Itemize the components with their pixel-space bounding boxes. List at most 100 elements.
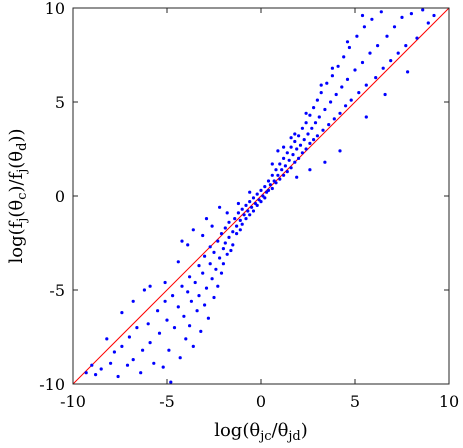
x-axis-label: log(θjc/θjd)	[214, 420, 308, 444]
scatter-point-1	[90, 363, 94, 367]
scatter-point-199	[308, 168, 312, 172]
scatter-point-112	[289, 145, 293, 149]
scatter-point-18	[157, 331, 162, 335]
scatter-point-142	[330, 74, 334, 78]
scatter-point-192	[360, 13, 365, 18]
axis-ticks-layer: -10 -5 0 5 10 -10 -5 0 5 10	[39, 0, 459, 411]
scatter-point-116	[293, 160, 297, 164]
scatter-point-67	[233, 217, 237, 221]
scatter-point-140	[327, 123, 331, 127]
scatter-point-47	[208, 245, 212, 249]
scatter-point-193	[120, 311, 124, 315]
scatter-point-128	[308, 141, 312, 145]
x-tick-label: -10	[60, 392, 86, 411]
scatter-point-202	[383, 92, 387, 97]
scatter-point-184	[248, 190, 252, 194]
scatter-point-51	[214, 267, 218, 271]
scatter-point-11	[135, 326, 139, 330]
scatter-point-85	[255, 192, 259, 196]
scatter-point-118	[297, 134, 301, 138]
scatter-point-80	[248, 213, 252, 217]
scatter-point-57	[221, 247, 225, 251]
scatter-point-162	[376, 44, 380, 48]
scatter-point-131	[312, 138, 316, 142]
scatter-point-105	[280, 168, 284, 172]
scatter-point-78	[246, 209, 250, 213]
scatter-point-159	[368, 51, 372, 55]
scatter-point-189	[319, 83, 323, 87]
y-tick-label: -5	[49, 281, 65, 300]
scatter-point-154	[355, 34, 359, 38]
scatter-point-32	[188, 275, 192, 279]
scatter-point-126	[306, 132, 310, 136]
scatter-point-138	[323, 107, 327, 112]
scatter-point-75	[242, 213, 246, 217]
scatter-point-88	[259, 188, 263, 192]
scatter-point-148	[342, 55, 346, 59]
scatter-point-48	[210, 277, 214, 281]
scatter-point-119	[297, 156, 301, 160]
scatter-point-170	[404, 44, 408, 48]
scatter-point-190	[330, 66, 334, 70]
scatter-point-120	[298, 143, 303, 147]
scatter-point-12	[139, 371, 143, 375]
scatter-point-24	[171, 294, 175, 298]
scatter-point-198	[323, 160, 327, 164]
reference-line-y-equals-x	[72, 7, 450, 385]
scatter-point-15	[148, 341, 152, 345]
scatter-point-177	[148, 284, 152, 288]
scatter-point-191	[345, 40, 350, 44]
scatter-point-35	[191, 344, 195, 348]
y-axis-label: log(fj(θc)/fj(θd))	[6, 129, 30, 264]
scatter-point-176	[131, 299, 135, 303]
scatter-point-181	[210, 224, 214, 228]
scatter-point-134	[315, 134, 319, 138]
scatter-point-158	[364, 83, 368, 87]
scatter-point-102	[276, 173, 280, 177]
scatter-point-14	[146, 322, 150, 326]
scatter-point-79	[248, 200, 252, 204]
scatter-point-36	[193, 280, 197, 285]
scatter-point-173	[421, 8, 425, 12]
x-tick-label: -5	[159, 392, 175, 411]
scatter-point-205	[191, 228, 195, 232]
scatter-point-144	[334, 92, 338, 97]
scatter-point-13	[141, 348, 145, 352]
scatter-point-122	[300, 151, 304, 155]
scatter-point-20	[163, 299, 167, 303]
scatter-point-49	[212, 295, 216, 300]
scatter-point-196	[163, 280, 167, 285]
scatter-point-17	[156, 309, 160, 313]
scatter-point-111	[287, 158, 291, 162]
scatter-point-46	[208, 262, 212, 266]
scatter-point-113	[289, 166, 293, 170]
scatter-point-182	[225, 211, 229, 215]
scatter-point-62	[227, 235, 231, 239]
scatter-point-91	[263, 185, 267, 189]
scatter-point-6	[116, 374, 120, 379]
y-tick-label: 5	[55, 93, 65, 112]
scatter-point-58	[221, 262, 225, 266]
scatter-point-200	[295, 175, 299, 179]
scatter-point-180	[201, 233, 205, 238]
scatter-point-37	[195, 309, 199, 313]
scatter-point-147	[340, 85, 344, 89]
scatter-point-53	[216, 284, 220, 288]
scatter-point-9	[127, 335, 131, 339]
scatter-point-123	[302, 138, 306, 142]
scatter-point-101	[274, 181, 278, 185]
y-tick-label: 10	[45, 0, 65, 18]
scatter-point-132	[313, 121, 318, 125]
scatter-point-65	[231, 230, 235, 234]
scatter-point-179	[186, 243, 190, 247]
scatter-point-108	[283, 164, 287, 168]
scatter-point-161	[374, 76, 378, 80]
scatter-point-117	[295, 147, 299, 151]
scatter-points-layer	[84, 8, 436, 384]
scatter-point-95	[266, 188, 271, 192]
scatter-point-19	[161, 365, 165, 369]
scatter-point-60	[223, 241, 227, 245]
scatter-point-44	[204, 286, 209, 290]
scatter-point-124	[304, 121, 308, 125]
